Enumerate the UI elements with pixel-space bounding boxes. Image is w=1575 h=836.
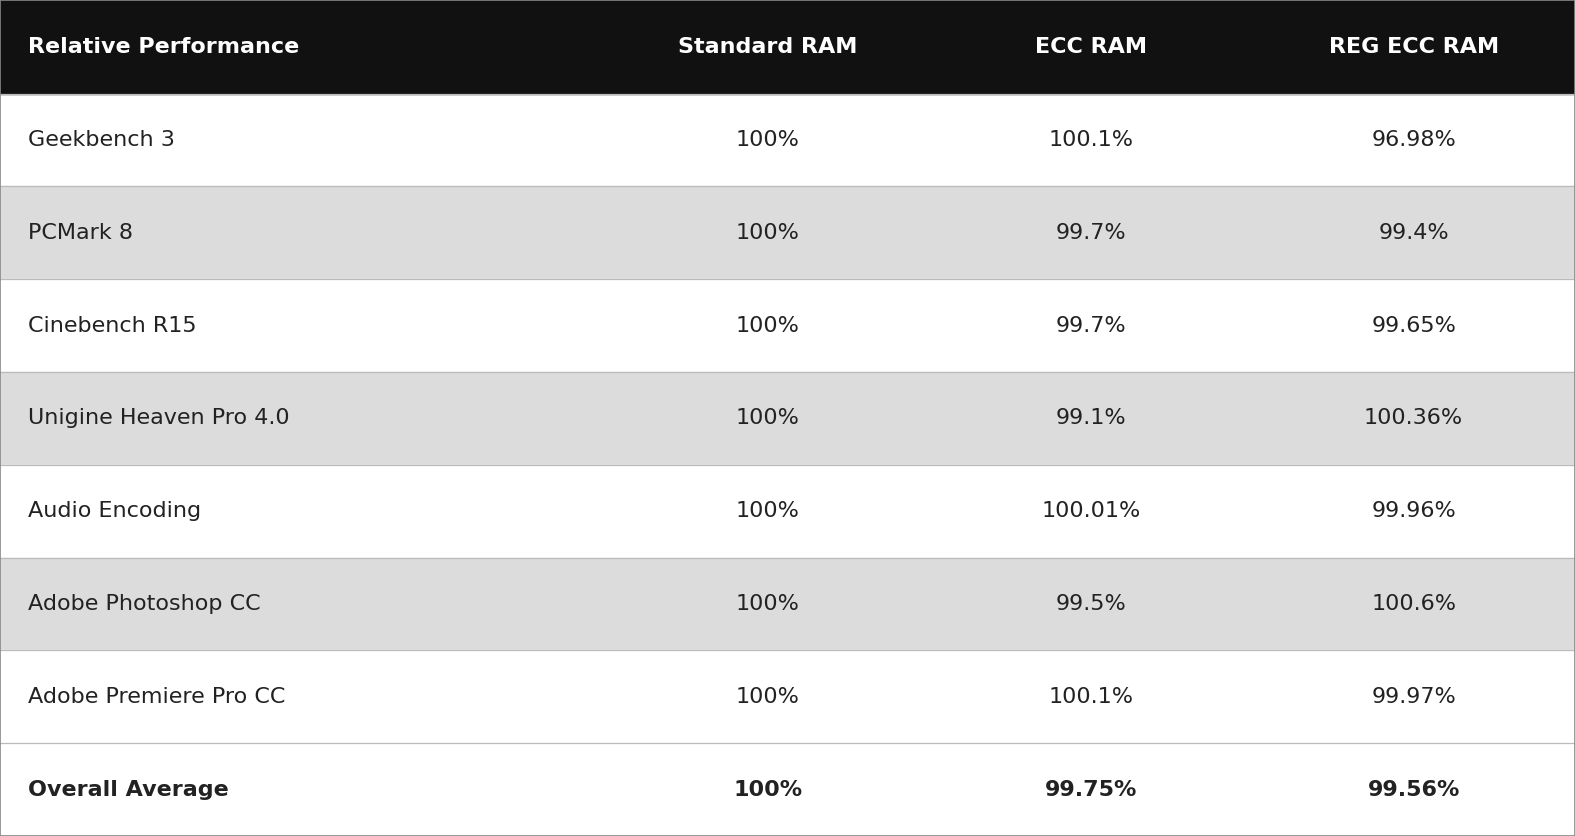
- Text: 100%: 100%: [736, 316, 800, 335]
- Text: 99.96%: 99.96%: [1372, 502, 1455, 521]
- Text: Geekbench 3: Geekbench 3: [28, 130, 175, 150]
- Text: Audio Encoding: Audio Encoding: [28, 502, 202, 521]
- Text: 100%: 100%: [736, 687, 800, 706]
- Bar: [0, 743, 1575, 836]
- Bar: [0, 186, 1575, 279]
- Text: Adobe Photoshop CC: Adobe Photoshop CC: [28, 594, 261, 614]
- Text: 99.75%: 99.75%: [1044, 780, 1137, 799]
- Text: 100%: 100%: [734, 780, 802, 799]
- Text: Overall Average: Overall Average: [28, 780, 228, 799]
- Text: 99.4%: 99.4%: [1378, 223, 1449, 242]
- Bar: [0, 558, 1575, 650]
- Text: 99.1%: 99.1%: [1055, 409, 1126, 428]
- Text: 100%: 100%: [736, 223, 800, 242]
- Text: PCMark 8: PCMark 8: [28, 223, 134, 242]
- Text: 100.1%: 100.1%: [1049, 130, 1132, 150]
- Bar: [0, 279, 1575, 372]
- Text: 100.1%: 100.1%: [1049, 687, 1132, 706]
- Text: 100%: 100%: [736, 502, 800, 521]
- Text: Cinebench R15: Cinebench R15: [28, 316, 197, 335]
- Text: Unigine Heaven Pro 4.0: Unigine Heaven Pro 4.0: [28, 409, 290, 428]
- Bar: [0, 465, 1575, 558]
- Text: 100%: 100%: [736, 409, 800, 428]
- Text: Standard RAM: Standard RAM: [679, 37, 857, 57]
- Text: 100.01%: 100.01%: [1041, 502, 1140, 521]
- Text: 99.97%: 99.97%: [1372, 687, 1455, 706]
- Text: ECC RAM: ECC RAM: [1035, 37, 1147, 57]
- Text: Relative Performance: Relative Performance: [28, 37, 299, 57]
- Text: 96.98%: 96.98%: [1372, 130, 1455, 150]
- Text: 100.36%: 100.36%: [1364, 409, 1463, 428]
- Text: Adobe Premiere Pro CC: Adobe Premiere Pro CC: [28, 687, 285, 706]
- Text: 99.7%: 99.7%: [1055, 316, 1126, 335]
- Bar: [0, 94, 1575, 186]
- Text: 99.7%: 99.7%: [1055, 223, 1126, 242]
- Text: REG ECC RAM: REG ECC RAM: [1328, 37, 1499, 57]
- Bar: [0, 372, 1575, 465]
- Bar: [0, 650, 1575, 743]
- Text: 99.65%: 99.65%: [1372, 316, 1455, 335]
- Text: 99.56%: 99.56%: [1367, 780, 1460, 799]
- Bar: [0, 0, 1575, 94]
- Text: 100.6%: 100.6%: [1372, 594, 1455, 614]
- Text: 100%: 100%: [736, 130, 800, 150]
- Text: 100%: 100%: [736, 594, 800, 614]
- Text: 99.5%: 99.5%: [1055, 594, 1126, 614]
